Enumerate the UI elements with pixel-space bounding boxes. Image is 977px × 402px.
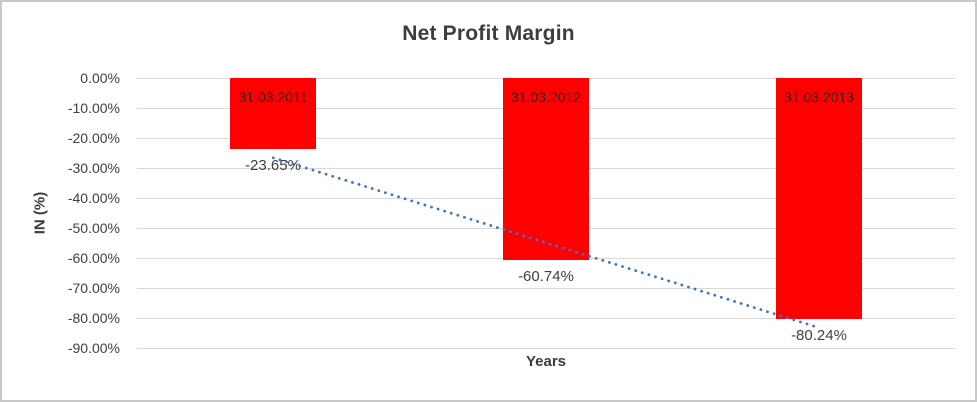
gridline <box>137 288 955 289</box>
bar-31.03.2013 <box>776 78 862 319</box>
y-axis-tick-label: -50.00% <box>67 220 120 236</box>
y-axis-tick-label: -70.00% <box>67 280 120 296</box>
bar-31.03.2011 <box>230 78 316 149</box>
y-axis-tick-label: -90.00% <box>67 340 120 356</box>
x-axis-title: Years <box>525 353 567 370</box>
y-axis-tick-label: -30.00% <box>67 160 120 176</box>
bar-value-label: -60.74% <box>518 268 574 285</box>
bar-31.03.2012 <box>503 78 589 260</box>
bar-value-label: -80.24% <box>791 327 847 344</box>
plot-area: 31.03.2011 -23.65% 31.03.2012 -60.74% 31.03.… <box>137 78 955 349</box>
gridline <box>137 348 955 349</box>
y-axis-tick-label: -20.00% <box>67 130 120 146</box>
trendline <box>271 156 821 330</box>
y-axis-tick-label: -40.00% <box>67 190 120 206</box>
y-axis-tick-label: -10.00% <box>67 100 120 116</box>
bar-category-label: 31.03.2013 <box>783 89 855 105</box>
y-axis-tick-label: -60.00% <box>67 250 120 266</box>
chart-title: Net Profit Margin <box>402 22 575 45</box>
gridline <box>137 318 955 319</box>
bar-category-label: 31.03.2011 <box>238 89 308 105</box>
y-axis-tick-label: -80.00% <box>67 310 120 326</box>
bar-category-label: 31.03.2012 <box>510 89 582 105</box>
y-axis-tick-label: 0.00% <box>80 70 120 86</box>
